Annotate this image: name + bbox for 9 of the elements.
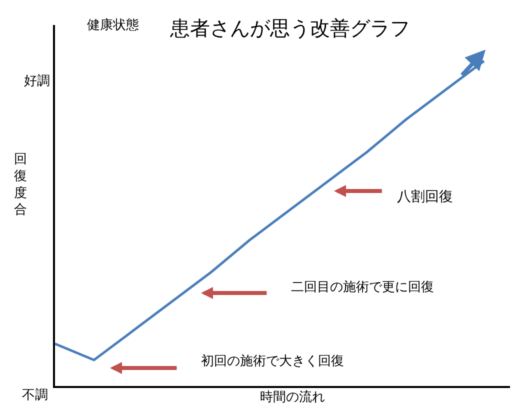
annotation: 初回の施術で大きく回復: [201, 354, 344, 369]
text: 回復度合: [14, 152, 27, 218]
text: 好調: [24, 74, 50, 89]
annotation: 八割回復: [397, 189, 453, 205]
y-axis-title: 健康状態: [87, 18, 139, 33]
chart-title: 患者さんが思う改善グラフ: [169, 16, 410, 40]
annotation: 二回目の施術で更に回復: [291, 280, 434, 295]
text: 不調: [22, 388, 48, 403]
x-axis-title: 時間の流れ: [260, 389, 325, 405]
